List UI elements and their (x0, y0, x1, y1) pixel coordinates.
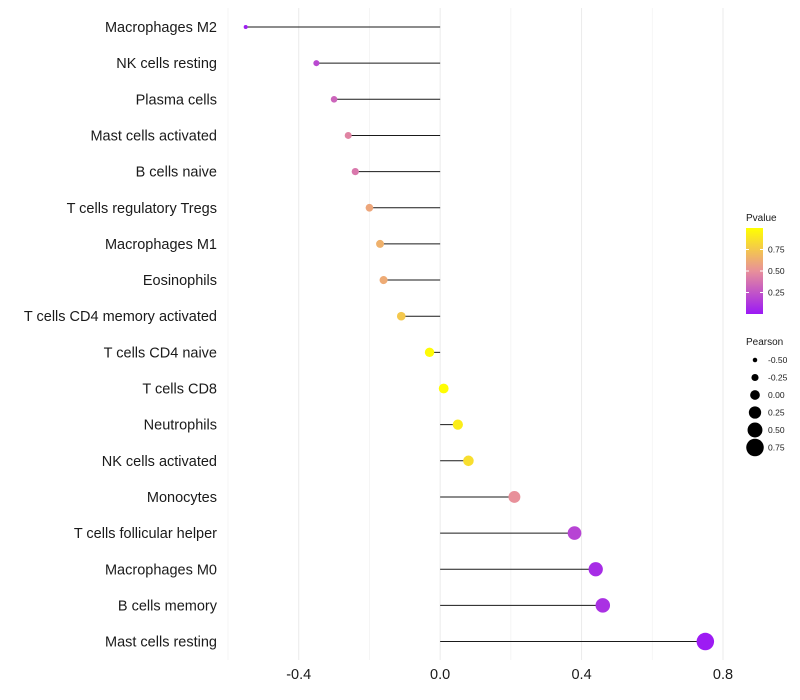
pvalue-legend-title: Pvalue (746, 213, 777, 224)
x-tick-labels: -0.4 0.0 0.4 0.8 (286, 667, 733, 683)
data-point (351, 167, 359, 176)
size-legend-label: -0.50 (768, 355, 788, 365)
data-point (243, 25, 248, 29)
category-label: T cells follicular helper (74, 526, 217, 542)
data-point (438, 383, 449, 394)
size-legend-label: -0.25 (768, 373, 788, 383)
size-legend-dot (751, 373, 759, 382)
data-point (567, 526, 582, 540)
size-legend-dot (747, 422, 763, 438)
category-label: T cells CD8 (142, 382, 217, 398)
size-legend-dot (750, 390, 760, 400)
size-legend-dot (746, 438, 764, 457)
points-layer (243, 25, 715, 651)
size-legend-dot (748, 406, 762, 419)
category-label: Macrophages M1 (105, 237, 217, 253)
data-point (376, 239, 385, 248)
data-point (379, 276, 388, 285)
stems-layer (245, 26, 706, 643)
category-label: T cells CD4 naive (104, 345, 217, 361)
pvalue-legend: Pvalue 0.25 0.50 0.75 (746, 213, 785, 314)
colorbar-tick-label: 0.75 (768, 245, 785, 255)
category-label: Monocytes (147, 490, 217, 506)
size-legend-dot (752, 357, 758, 363)
category-label: T cells regulatory Tregs (67, 201, 217, 217)
x-tick-label: 0.4 (571, 667, 591, 683)
grid-layer (227, 8, 724, 660)
category-label: B cells memory (118, 598, 218, 614)
x-tick-label: 0.8 (713, 667, 733, 683)
size-legend-label: 0.25 (768, 408, 785, 418)
data-point (452, 419, 463, 430)
x-tick-label: -0.4 (286, 667, 311, 683)
category-label: Neutrophils (144, 418, 217, 434)
data-point (424, 347, 435, 358)
size-legend-label: 0.00 (768, 390, 785, 400)
x-tick-label: 0.0 (430, 667, 450, 683)
category-label: Plasma cells (136, 92, 217, 108)
data-point (344, 131, 352, 139)
colorbar-tick-label: 0.25 (768, 288, 785, 298)
pvalue-colorbar (746, 228, 763, 314)
data-point (696, 632, 715, 651)
category-label: NK cells resting (116, 56, 217, 72)
pearson-legend-title: Pearson (746, 337, 783, 348)
size-legend-label: 0.75 (768, 443, 785, 453)
size-legend-label: 0.50 (768, 425, 785, 435)
category-label: B cells naive (136, 165, 217, 181)
category-label: NK cells activated (102, 454, 217, 470)
category-label: Eosinophils (143, 273, 217, 289)
category-labels: Macrophages M2 NK cells resting Plasma cel… (24, 20, 218, 651)
data-point (330, 96, 338, 103)
data-point (365, 203, 374, 212)
category-label: Mast cells activated (90, 128, 217, 144)
category-label: T cells CD4 memory activated (24, 309, 217, 325)
data-point (396, 311, 406, 321)
category-label: Macrophages M0 (105, 562, 217, 578)
data-point (313, 60, 320, 67)
data-point (595, 598, 611, 613)
colorbar-tick-label: 0.50 (768, 266, 785, 276)
category-label: Mast cells resting (105, 635, 217, 651)
data-point (508, 490, 521, 503)
data-point (588, 562, 603, 577)
pearson-legend: Pearson -0.50 -0.25 0.00 0.25 0.50 0.75 (746, 337, 788, 457)
data-point (463, 455, 474, 467)
category-label: Macrophages M2 (105, 20, 217, 36)
